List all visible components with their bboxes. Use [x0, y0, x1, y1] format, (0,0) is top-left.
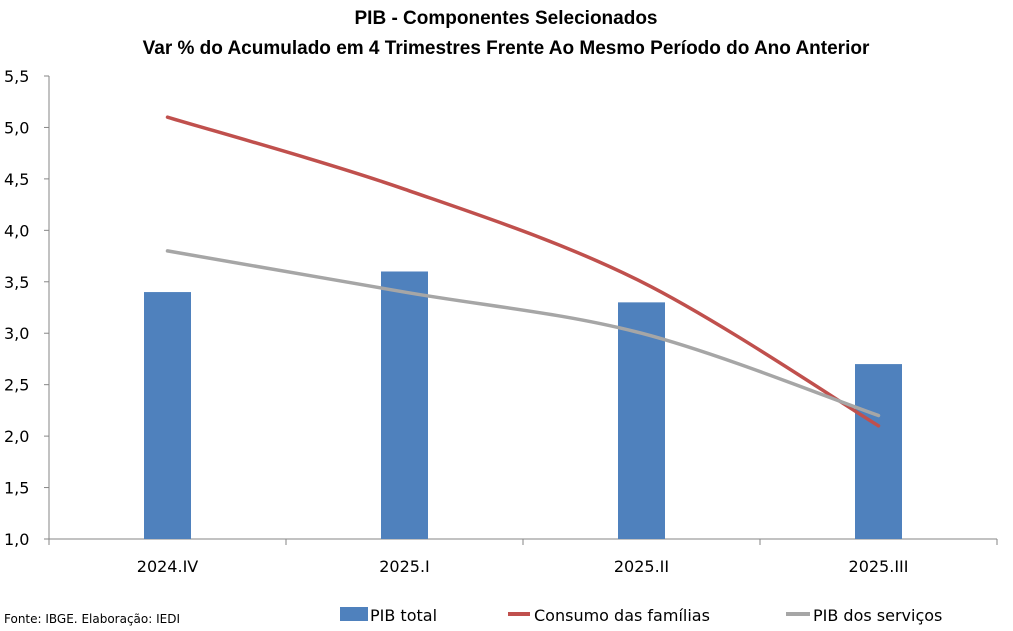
y-tick-label: 1,0 — [4, 530, 29, 549]
legend-label-servicos: PIB dos serviços — [813, 606, 942, 625]
x-axis: 2024.IV 2025.I 2025.II 2025.III — [48, 538, 998, 576]
x-tick-label: 2025.I — [379, 557, 430, 576]
x-tick-label: 2024.IV — [137, 557, 199, 576]
x-tick-label: 2025.III — [849, 557, 909, 576]
bar-pib-total-2024-iv — [144, 292, 191, 539]
y-tick-label: 5,0 — [4, 118, 29, 137]
y-tick-label: 1,5 — [4, 479, 29, 498]
y-tick-label: 5,5 — [4, 67, 29, 86]
bar-pib-total-2025-i — [381, 271, 428, 539]
legend-label-pib-total: PIB total — [370, 606, 437, 625]
legend-label-consumo: Consumo das famílias — [534, 606, 710, 625]
line-consumo-das-familias — [165, 115, 881, 428]
line-pib-dos-servicos — [165, 249, 881, 418]
chart-subtitle: Var % do Acumulado em 4 Trimestres Frent… — [143, 38, 870, 59]
line-series — [165, 115, 881, 428]
y-tick-label: 4,5 — [4, 170, 29, 189]
legend: PIB total Consumo das famílias PIB dos s… — [340, 606, 942, 625]
legend-swatch-pib-total — [340, 607, 368, 621]
y-axis: 1,0 1,5 2,0 2,5 3,0 3,5 4,0 4,5 5,0 5,5 — [4, 67, 50, 549]
chart-title: PIB - Componentes Selecionados — [355, 8, 658, 29]
y-tick-label: 2,5 — [4, 376, 29, 395]
y-tick-label: 4,0 — [4, 221, 29, 240]
bar-pib-total-2025-iii — [855, 364, 902, 539]
y-tick-label: 3,0 — [4, 324, 29, 343]
bar-series — [144, 271, 902, 539]
y-tick-label: 2,0 — [4, 427, 29, 446]
source-note: Fonte: IBGE. Elaboração: IEDI — [4, 612, 180, 626]
bar-pib-total-2025-ii — [618, 302, 665, 539]
x-tick-label: 2025.II — [614, 557, 669, 576]
y-tick-label: 3,5 — [4, 273, 29, 292]
